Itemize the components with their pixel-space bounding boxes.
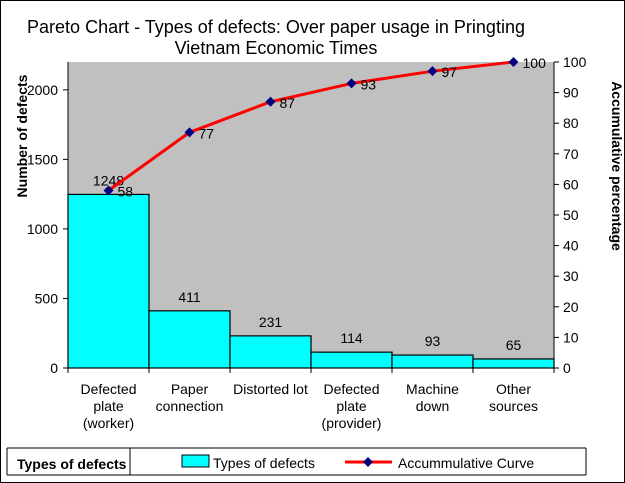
y2-tick-label: 70 bbox=[563, 146, 579, 162]
y2-axis-title: Accumulative percentage bbox=[609, 81, 624, 251]
y2-tick-label: 20 bbox=[563, 299, 579, 315]
bar-value-label: 65 bbox=[506, 337, 522, 353]
category-label: Distorted lot bbox=[233, 381, 308, 397]
category-label: Other sources bbox=[489, 381, 538, 414]
bar bbox=[148, 310, 231, 369]
y2-tick-label: 50 bbox=[563, 207, 579, 223]
right-axis-ticks: 0 10 20 30 40 50 60 70 80 90 100 bbox=[554, 54, 587, 376]
category-label-line: (provider) bbox=[322, 415, 382, 431]
bar-value-label: 93 bbox=[425, 333, 441, 349]
cumulative-marker bbox=[103, 185, 114, 196]
cumulative-line: 58 77 87 93 97 100 bbox=[103, 55, 547, 200]
x-axis-title: Types of defects bbox=[17, 456, 127, 472]
category-label-line: Defected bbox=[80, 381, 136, 397]
y-tick-label: 2000 bbox=[27, 82, 58, 98]
y2-tick-label: 80 bbox=[563, 115, 579, 131]
y-tick-label: 1000 bbox=[27, 221, 58, 237]
category-label: Machine down bbox=[406, 381, 459, 414]
bar-value-label: 231 bbox=[259, 314, 283, 330]
bar bbox=[310, 351, 393, 369]
y-tick-label: 0 bbox=[50, 360, 58, 376]
bar bbox=[472, 358, 555, 369]
legend-swatch-marker bbox=[363, 457, 373, 467]
cumulative-value-label: 87 bbox=[280, 95, 296, 111]
chart-title-line: Pareto Chart - Types of defects: Over pa… bbox=[27, 17, 525, 37]
y2-tick-label: 100 bbox=[563, 54, 587, 70]
y2-tick-label: 90 bbox=[563, 85, 579, 101]
category-label-line: (worker) bbox=[83, 415, 134, 431]
cumulative-value-label: 93 bbox=[361, 76, 377, 92]
cumulative-marker bbox=[265, 96, 276, 107]
category-label-line: Distorted lot bbox=[233, 381, 308, 397]
legend-swatch-bars bbox=[181, 454, 210, 468]
bar bbox=[229, 335, 312, 369]
cumulative-marker bbox=[508, 57, 519, 67]
y2-tick-label: 0 bbox=[563, 360, 571, 376]
category-label-line: Other bbox=[496, 381, 531, 397]
category-label-line: plate bbox=[336, 398, 367, 414]
category-label: Paper connection bbox=[156, 381, 224, 414]
bar bbox=[67, 193, 150, 369]
legend-label-line: Accummulative Curve bbox=[398, 455, 534, 471]
category-label: Defected plate (worker) bbox=[80, 381, 136, 431]
y2-tick-label: 10 bbox=[563, 329, 579, 345]
cumulative-marker bbox=[184, 127, 195, 138]
category-label-line: Paper bbox=[171, 381, 209, 397]
cumulative-value-label: 100 bbox=[523, 55, 547, 71]
category-label-line: plate bbox=[93, 398, 124, 414]
category-label: Defected plate (provider) bbox=[322, 381, 382, 431]
y2-tick-label: 30 bbox=[563, 268, 579, 284]
cumulative-value-label: 77 bbox=[199, 125, 215, 141]
cumulative-value-label: 58 bbox=[118, 184, 134, 200]
cumulative-curve bbox=[107, 60, 514, 192]
bar-value-label: 411 bbox=[178, 289, 201, 305]
category-label-line: Defected bbox=[323, 381, 379, 397]
cumulative-value-label: 97 bbox=[442, 64, 458, 80]
legend-table: Types of defects Types of defects Accummu… bbox=[6, 447, 587, 476]
y-tick-label: 1500 bbox=[27, 151, 58, 167]
y-axis-title: Number of defects bbox=[14, 74, 30, 197]
cumulative-marker bbox=[427, 66, 438, 77]
bar-value-label: 114 bbox=[340, 330, 363, 346]
category-label-line: sources bbox=[489, 398, 538, 414]
bar bbox=[391, 354, 474, 369]
y2-tick-label: 60 bbox=[563, 176, 579, 192]
category-label-line: connection bbox=[156, 398, 224, 414]
cumulative-marker bbox=[346, 78, 357, 89]
legend-label-bars: Types of defects bbox=[213, 455, 315, 471]
category-labels: Defected plate (worker)Paper connectionDist… bbox=[67, 368, 555, 431]
left-axis-ticks: 0 500 1000 1500 2000 bbox=[27, 82, 68, 376]
chart-title-line: Vietnam Economic Times bbox=[175, 38, 378, 58]
y-tick-label: 500 bbox=[35, 290, 59, 306]
y2-tick-label: 40 bbox=[563, 238, 579, 254]
category-label-line: down bbox=[416, 398, 449, 414]
category-label-line: Machine bbox=[406, 381, 459, 397]
chart-title: Pareto Chart - Types of defects: Over pa… bbox=[27, 17, 525, 58]
